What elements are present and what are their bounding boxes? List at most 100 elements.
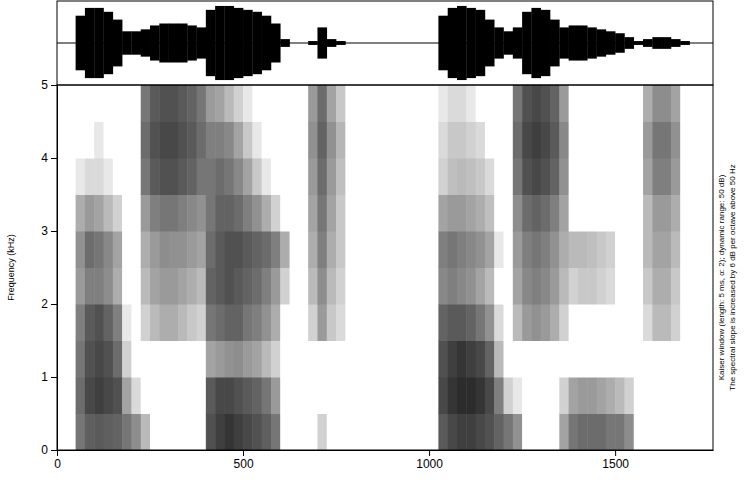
spectrogram-cell <box>290 158 300 195</box>
spectrogram-cell <box>169 414 179 451</box>
waveform-bar <box>476 10 486 76</box>
spectrogram-cell <box>420 231 430 268</box>
spectrogram-cell <box>345 377 355 414</box>
spectrogram-cell <box>178 122 188 159</box>
spectrogram-cell <box>355 414 365 451</box>
spectrogram-cell <box>466 341 476 378</box>
spectrogram-cell <box>671 304 681 341</box>
spectrogram-cell <box>690 122 700 159</box>
spectrogram-cell <box>317 158 327 195</box>
spectrogram-cell <box>57 85 67 122</box>
spectrogram-cell <box>224 195 234 232</box>
spectrogram-cell <box>364 414 374 451</box>
spectrogram-cell <box>141 231 151 268</box>
spectrogram-cell <box>420 414 430 451</box>
spectrogram-cell <box>513 231 523 268</box>
spectrogram-cell <box>364 85 374 122</box>
spectrogram-cell <box>559 122 569 159</box>
spectrogram-cell <box>531 268 541 305</box>
spectrogram-cell <box>308 414 318 451</box>
spectrogram-cell <box>215 158 225 195</box>
spectrogram-cell <box>85 304 95 341</box>
spectrogram-cell <box>476 122 486 159</box>
spectrogram-cell <box>215 304 225 341</box>
spectrogram-cell <box>541 122 551 159</box>
waveform-bar <box>671 39 681 47</box>
spectrogram-cell <box>224 304 234 341</box>
spectrogram-cell <box>187 158 197 195</box>
spectrogram-cell <box>85 195 95 232</box>
spectrogram-cell <box>85 85 95 122</box>
x-tick-label: 1500 <box>602 457 629 471</box>
spectrogram-cell <box>708 341 713 378</box>
spectrogram-cell <box>113 268 123 305</box>
spectrogram-cell <box>159 377 169 414</box>
spectrogram-cell <box>606 231 616 268</box>
spectrogram-cell <box>364 268 374 305</box>
spectrogram-cell <box>541 304 551 341</box>
spectrogram-cell <box>345 122 355 159</box>
spectrogram-cell <box>308 268 318 305</box>
spectrogram-cell <box>271 231 281 268</box>
spectrogram-cell <box>420 341 430 378</box>
spectrogram-cell <box>662 304 672 341</box>
spectrogram-cell <box>671 195 681 232</box>
spectrogram-cell <box>345 195 355 232</box>
spectrogram-cell <box>671 85 681 122</box>
spectrogram-cell <box>708 122 713 159</box>
spectrogram-cell <box>606 377 616 414</box>
spectrogram-cell <box>513 377 523 414</box>
spectrogram-cell <box>550 231 560 268</box>
spectrogram-cell <box>606 122 616 159</box>
spectrogram-cell <box>224 377 234 414</box>
spectrogram-cell <box>141 158 151 195</box>
spectrogram-cell <box>104 195 114 232</box>
spectrogram-cell <box>410 85 420 122</box>
annotation: Kaiser window (length: 5 ms, α: 2); dyna… <box>717 174 726 380</box>
waveform-bar <box>131 31 141 54</box>
waveform-bar <box>76 16 86 71</box>
spectrogram-cell <box>104 268 114 305</box>
spectrogram-cell <box>271 341 281 378</box>
spectrogram-cell <box>159 85 169 122</box>
spectrogram-cell <box>476 268 486 305</box>
spectrogram-cell <box>364 122 374 159</box>
spectrogram-cell <box>327 122 337 159</box>
spectrogram-cell <box>234 158 244 195</box>
spectrogram-cell <box>429 158 439 195</box>
spectrogram-cell <box>271 85 281 122</box>
spectrogram-cell <box>652 195 662 232</box>
spectrogram-cell <box>169 195 179 232</box>
spectrogram-cell <box>429 195 439 232</box>
spectrogram-cell <box>57 414 67 451</box>
waveform-bar <box>280 39 290 47</box>
spectrogram-cell <box>615 122 625 159</box>
spectrogram-cell <box>299 195 309 232</box>
spectrogram-cell <box>401 231 411 268</box>
waveform-bar <box>187 25 197 60</box>
spectrogram-cell <box>587 304 597 341</box>
waveform-bar <box>429 43 439 44</box>
spectrogram-cell <box>559 158 569 195</box>
spectrogram-cell <box>113 414 123 451</box>
spectrogram-cell <box>150 341 160 378</box>
waveform-bar <box>224 6 234 80</box>
spectrogram-cell <box>57 377 67 414</box>
spectrogram-cell <box>317 85 327 122</box>
spectrogram-cell <box>66 85 76 122</box>
x-tick: 0 <box>54 450 61 471</box>
spectrogram-cell <box>401 85 411 122</box>
spectrogram-cell <box>122 122 132 159</box>
spectrogram-cell <box>680 268 690 305</box>
spectrogram-cell <box>494 158 504 195</box>
spectrogram-cell <box>197 85 207 122</box>
spectrogram-cell <box>299 85 309 122</box>
y-tick: 5 <box>41 78 57 92</box>
spectrogram-cell <box>401 122 411 159</box>
spectrogram-cell <box>690 85 700 122</box>
spectrogram-cell <box>299 341 309 378</box>
spectrogram-cell <box>243 341 253 378</box>
spectrogram-cell <box>597 195 607 232</box>
spectrogram-cell <box>169 231 179 268</box>
spectrogram-cell <box>615 414 625 451</box>
